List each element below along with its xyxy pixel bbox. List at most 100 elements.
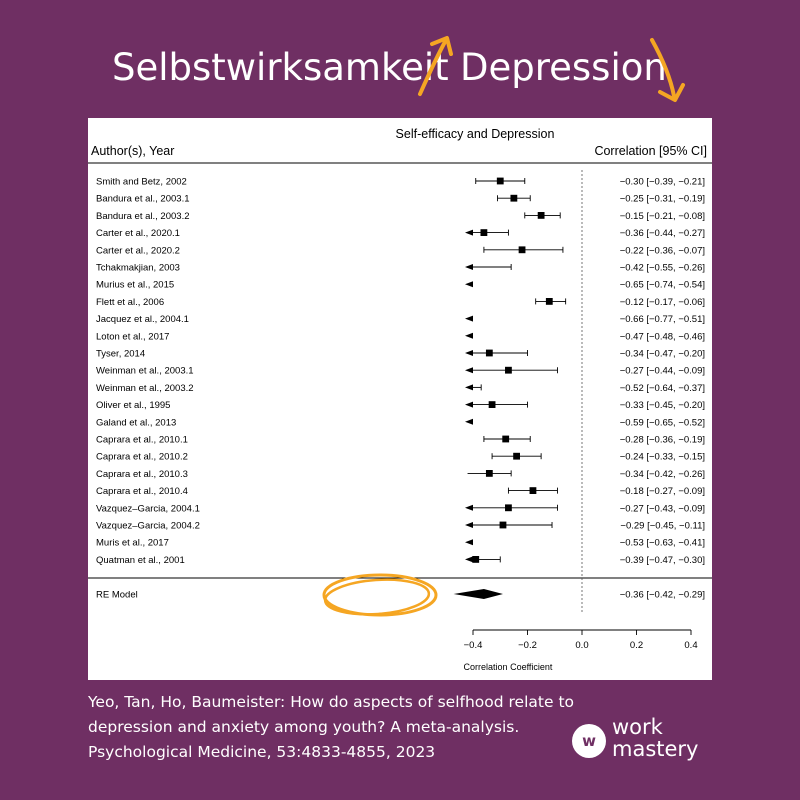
study-row: Vazquez–Garcia, 2004.1 −0.27 [−0.43, −0.0… — [96, 503, 705, 514]
study-label: Vazquez–Garcia, 2004.1 — [96, 503, 200, 514]
study-row: Vazquez–Garcia, 2004.2 −0.29 [−0.45, −0.1… — [96, 521, 705, 532]
chart-title: Self-efficacy and Depression — [396, 127, 555, 141]
point-estimate — [505, 366, 512, 374]
study-row: Caprara et al., 2010.1 −0.28 [−0.36, −0.1… — [96, 435, 705, 446]
citation-line-2: depression and anxiety among youth? A me… — [88, 718, 520, 736]
study-row: Weinman et al., 2003.1 −0.27 [−0.44, −0.0… — [96, 366, 705, 377]
logo-line-2: mastery — [612, 737, 699, 761]
summary-highlight-circle-2 — [323, 578, 431, 616]
study-label: Caprara et al., 2010.3 — [96, 469, 188, 480]
study-ci-text: −0.36 [−0.44, −0.27] — [620, 228, 705, 239]
logo-wordmark: work mastery — [612, 716, 698, 760]
citation: Yeo, Tan, Ho, Baumeister: How do aspects… — [88, 690, 575, 765]
study-ci-text: −0.15 [−0.21, −0.08] — [620, 211, 705, 222]
study-label: Carter et al., 2020.2 — [96, 245, 180, 256]
headline-left-text: Selbstwirksamkeit — [112, 46, 449, 89]
study-ci-text: −0.65 [−0.74, −0.54] — [620, 280, 705, 291]
point-estimate — [510, 194, 518, 202]
ci-clip-arrow — [465, 504, 473, 511]
x-axis: −0.4 −0.2 0.0 0.2 0.4 — [464, 629, 698, 651]
ci-clip-arrow — [465, 418, 473, 425]
study-label: Smith and Betz, 2002 — [96, 177, 187, 188]
study-label: Flett et al., 2006 — [96, 297, 164, 308]
study-row: Weinman et al., 2003.2 −0.52 [−0.64, −0.3… — [96, 383, 705, 394]
study-label: Jacquez et al., 2004.1 — [96, 314, 189, 325]
x-tick-label: 0.4 — [684, 640, 697, 651]
study-ci-text: −0.42 [−0.55, −0.26] — [620, 263, 705, 274]
study-row: Smith and Betz, 2002 −0.30 [−0.39, −0.21] — [96, 177, 705, 188]
logo-mark: w — [572, 724, 606, 758]
point-estimate — [480, 229, 488, 236]
study-label: Muris et al., 2017 — [96, 538, 169, 549]
point-estimate — [496, 177, 504, 185]
study-label: Loton et al., 2017 — [96, 331, 169, 342]
study-row: Galand et al., 2013 −0.59 [−0.65, −0.52] — [96, 417, 705, 428]
point-estimate — [513, 452, 520, 460]
ci-clip-arrow — [465, 556, 473, 563]
study-label: Carter et al., 2020.1 — [96, 228, 180, 239]
forest-plot: Self-efficacy and Depression Author(s), … — [88, 127, 712, 672]
study-row: Carter et al., 2020.1 −0.36 [−0.44, −0.27… — [96, 228, 705, 239]
study-label: Caprara et al., 2010.2 — [96, 452, 188, 463]
x-tick-label: 0.0 — [575, 640, 588, 651]
ci-clip-arrow — [465, 401, 473, 408]
ci-clip-arrow — [465, 384, 473, 391]
study-row: Tyser, 2014 −0.34 [−0.47, −0.20] — [96, 349, 705, 360]
study-row: Caprara et al., 2010.2 −0.24 [−0.33, −0.1… — [96, 452, 705, 463]
study-row: Jacquez et al., 2004.1 −0.66 [−0.77, −0.5… — [96, 314, 705, 325]
study-row: Bandura et al., 2003.2 −0.15 [−0.21, −0.0… — [96, 211, 705, 222]
point-estimate — [499, 521, 507, 529]
x-tick-label: −0.2 — [518, 640, 537, 651]
study-row: Carter et al., 2020.2 −0.22 [−0.36, −0.07… — [96, 245, 705, 256]
study-row: Quatman et al., 2001 −0.39 [−0.47, −0.30] — [96, 555, 705, 566]
forest-plot-panel: Self-efficacy and Depression Author(s), … — [88, 118, 712, 680]
ci-clip-arrow — [465, 332, 473, 339]
citation-line-1: Yeo, Tan, Ho, Baumeister: How do aspects… — [88, 693, 575, 711]
summary-ci-text: −0.36 [−0.42, −0.29] — [620, 590, 705, 601]
headline-arrows — [418, 36, 685, 102]
summary-row: RE Model −0.36 [−0.42, −0.29] — [96, 589, 705, 601]
point-estimate — [537, 212, 545, 219]
study-label: Caprara et al., 2010.4 — [96, 486, 188, 497]
study-ci-text: −0.27 [−0.44, −0.09] — [620, 366, 705, 377]
headline-right-text: Depression — [460, 46, 667, 89]
workmastery-logo: w work mastery — [572, 714, 712, 764]
ci-clip-arrow — [465, 281, 473, 288]
arrow-down-icon — [650, 38, 685, 102]
left-header: Author(s), Year — [91, 144, 174, 158]
study-ci-text: −0.39 [−0.47, −0.30] — [620, 555, 705, 566]
ci-clip-arrow — [465, 367, 473, 374]
point-estimate — [485, 470, 493, 477]
ci-clip-arrow — [465, 264, 473, 270]
study-row: Oliver et al., 1995 −0.33 [−0.45, −0.20] — [96, 400, 705, 411]
summary-label: RE Model — [96, 590, 138, 601]
study-ci-text: −0.34 [−0.42, −0.26] — [620, 469, 705, 480]
study-ci-text: −0.33 [−0.45, −0.20] — [620, 400, 705, 411]
study-row: Flett et al., 2006 −0.12 [−0.17, −0.06] — [96, 297, 705, 308]
study-ci-text: −0.28 [−0.36, −0.19] — [620, 435, 705, 446]
study-label: Bandura et al., 2003.1 — [96, 194, 190, 205]
point-estimate — [518, 246, 526, 254]
study-label: Murius et al., 2015 — [96, 280, 174, 291]
citation-line-3: Psychological Medicine, 53:4833-4855, 20… — [88, 743, 436, 761]
study-row: Tchakmakjian, 2003 −0.42 [−0.55, −0.26] — [96, 263, 705, 274]
study-label: Vazquez–Garcia, 2004.2 — [96, 521, 200, 532]
study-ci-text: −0.27 [−0.43, −0.09] — [620, 503, 705, 514]
study-ci-text: −0.18 [−0.27, −0.09] — [620, 486, 705, 497]
study-ci-text: −0.22 [−0.36, −0.07] — [620, 245, 705, 256]
study-row: Caprara et al., 2010.4 −0.18 [−0.27, −0.0… — [96, 486, 705, 497]
ci-clip-arrow — [465, 539, 473, 546]
study-row: Bandura et al., 2003.1 −0.25 [−0.31, −0.1… — [96, 194, 705, 205]
study-label: Galand et al., 2013 — [96, 417, 176, 428]
study-row: Caprara et al., 2010.3 −0.34 [−0.42, −0.2… — [96, 469, 705, 480]
study-rows: Smith and Betz, 2002 −0.30 [−0.39, −0.21]… — [96, 177, 705, 566]
study-ci-text: −0.29 [−0.45, −0.11] — [620, 521, 705, 532]
logo-line-1: work — [612, 715, 663, 739]
study-ci-text: −0.52 [−0.64, −0.37] — [620, 383, 705, 394]
study-label: Weinman et al., 2003.1 — [96, 366, 194, 377]
ci-clip-arrow — [465, 229, 473, 236]
right-header: Correlation [95% CI] — [594, 144, 707, 158]
study-label: Caprara et al., 2010.1 — [96, 435, 188, 446]
summary-diamond — [453, 589, 503, 599]
study-ci-text: −0.53 [−0.63, −0.41] — [620, 538, 705, 549]
